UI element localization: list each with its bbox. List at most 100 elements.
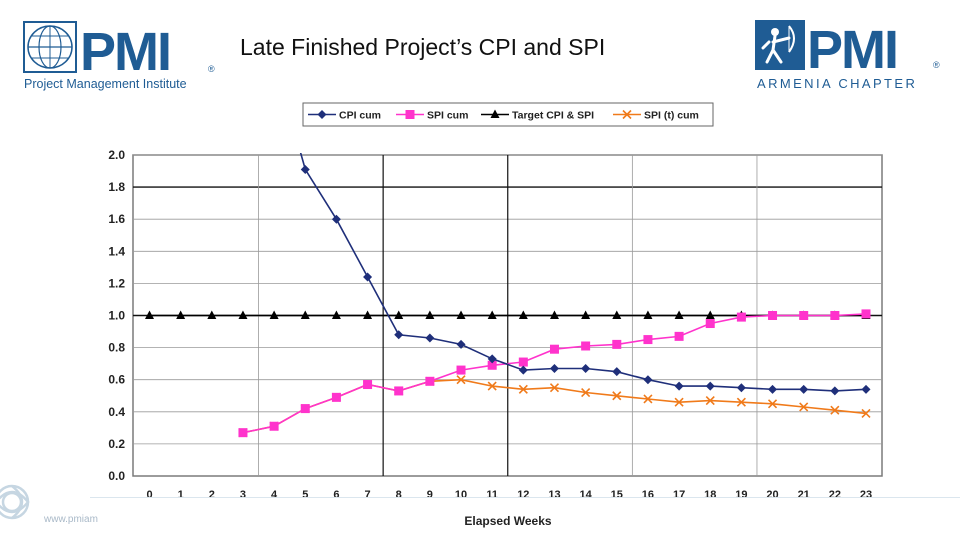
- data-point-cpi-cum: [425, 333, 435, 343]
- data-point-spi-cum: [331, 392, 341, 402]
- data-point-spi-cum: [549, 344, 559, 354]
- data-point-spi-t-cum: [861, 408, 871, 418]
- legend-marker: [490, 109, 500, 118]
- x-tick-label: 13: [548, 489, 560, 501]
- data-point-spi-cum: [269, 421, 279, 431]
- data-point-target-cpi-spi: [394, 310, 404, 319]
- data-point-cpi-cum: [736, 383, 746, 393]
- legend-label: Target CPI & SPI: [512, 110, 594, 122]
- data-point-spi-t-cum: [674, 397, 684, 407]
- x-tick-label: 20: [766, 489, 778, 501]
- y-tick-label: 0.4: [108, 405, 125, 419]
- data-point-spi-t-cum: [518, 384, 528, 394]
- legend-marker: [317, 110, 327, 119]
- data-point-spi-cum: [487, 360, 497, 370]
- data-point-target-cpi-spi: [145, 310, 154, 319]
- x-tick-label: 18: [704, 489, 716, 501]
- pmi-logo-right: PMI ® ARMENIA CHAPTER: [755, 18, 945, 92]
- data-point-cpi-cum: [581, 363, 591, 373]
- y-tick-label: 2.0: [108, 148, 125, 162]
- data-point-spi-cum: [612, 339, 622, 349]
- x-tick-label: 19: [735, 489, 747, 501]
- legend-label: CPI cum: [339, 110, 381, 122]
- data-point-target-cpi-spi: [612, 310, 622, 319]
- footer-rule: [90, 497, 960, 498]
- y-tick-label: 1.0: [108, 309, 125, 323]
- legend-item: CPI cum: [308, 110, 381, 122]
- data-point-cpi-cum: [674, 381, 684, 391]
- data-point-target-cpi-spi: [269, 310, 279, 319]
- x-tick-label: 7: [365, 489, 371, 501]
- legend-label: SPI (t) cum: [644, 110, 699, 122]
- x-marker-stroke: [736, 397, 746, 407]
- data-point-spi-cum: [300, 404, 310, 414]
- data-point-cpi-cum: [394, 330, 404, 340]
- data-point-cpi-cum: [705, 381, 715, 391]
- data-point-cpi-cum: [331, 214, 341, 224]
- data-point-spi-t-cum: [643, 394, 653, 404]
- x-marker-stroke: [830, 405, 840, 415]
- data-point-spi-t-cum: [767, 399, 778, 409]
- data-point-target-cpi-spi: [207, 310, 217, 319]
- y-tick-label: 0.8: [108, 341, 125, 355]
- data-point-spi-t-cum: [487, 381, 497, 391]
- x-marker-stroke: [549, 383, 560, 393]
- data-point-cpi-cum: [518, 365, 528, 375]
- x-marker-stroke: [767, 399, 778, 409]
- x-marker-stroke: [581, 387, 591, 398]
- data-point-spi-cum: [425, 376, 435, 386]
- data-point-target-cpi-spi: [363, 310, 373, 319]
- x-tick-label: 8: [396, 489, 402, 501]
- data-point-spi-t-cum: [705, 395, 715, 406]
- x-marker-stroke: [674, 397, 684, 407]
- data-point-target-cpi-spi: [300, 310, 310, 319]
- x-marker-stroke: [643, 394, 653, 404]
- x-tick-label: 22: [829, 489, 841, 501]
- x-tick-label: 11: [486, 489, 498, 501]
- x-tick-label: 10: [455, 489, 467, 501]
- legend-label: SPI cum: [427, 110, 468, 122]
- data-point-cpi-cum: [830, 386, 840, 396]
- data-point-spi-cum: [768, 311, 778, 320]
- y-tick-label: 1.8: [108, 180, 125, 194]
- data-point-spi-cum: [581, 341, 591, 351]
- series-cpi-cum: [299, 153, 871, 396]
- pmi-logo-left: PMI ® Project Management Institute: [22, 18, 222, 92]
- registered-mark-right: ®: [933, 60, 940, 70]
- legend-item: SPI cum: [396, 110, 468, 122]
- x-tick-label: 3: [240, 489, 246, 501]
- data-point-spi-cum: [363, 380, 373, 390]
- chart-legend: CPI cum SPI cum Target CPI & SPI SPI (t) cu…: [302, 102, 714, 127]
- legend-item: Target CPI & SPI: [481, 109, 594, 122]
- data-point-cpi-cum: [549, 363, 559, 373]
- x-tick-label: 0: [146, 489, 152, 501]
- x-marker-stroke: [861, 408, 871, 418]
- y-tick-label: 1.4: [108, 244, 125, 258]
- data-point-spi-cum: [456, 365, 466, 375]
- x-marker-stroke: [487, 381, 497, 391]
- data-point-spi-t-cum: [456, 375, 466, 385]
- pmi-letters-right: PMI: [807, 20, 897, 80]
- data-point-spi-t-cum: [549, 383, 560, 393]
- data-point-spi-cum: [238, 428, 248, 438]
- armenian-knot-icon: [0, 462, 42, 540]
- data-point-spi-t-cum: [581, 387, 591, 398]
- data-point-spi-t-cum: [612, 391, 622, 401]
- data-point-cpi-cum: [300, 164, 310, 174]
- data-point-spi-t-cum: [736, 397, 746, 407]
- data-point-target-cpi-spi: [705, 310, 715, 319]
- x-tick-label: 21: [798, 489, 810, 501]
- x-tick-label: 17: [673, 489, 685, 501]
- data-point-spi-cum: [394, 386, 404, 396]
- archer-icon: [755, 20, 805, 70]
- data-point-target-cpi-spi: [487, 310, 497, 319]
- data-point-cpi-cum: [612, 367, 622, 377]
- series-spi-cum: [238, 309, 871, 438]
- series-line-cpi-cum: [299, 153, 867, 392]
- legend-item: SPI (t) cum: [613, 110, 699, 122]
- data-point-target-cpi-spi: [518, 310, 528, 319]
- data-point-target-cpi-spi: [331, 310, 341, 319]
- data-point-spi-cum: [861, 309, 871, 319]
- pmi-subtitle-left: Project Management Institute: [24, 77, 187, 91]
